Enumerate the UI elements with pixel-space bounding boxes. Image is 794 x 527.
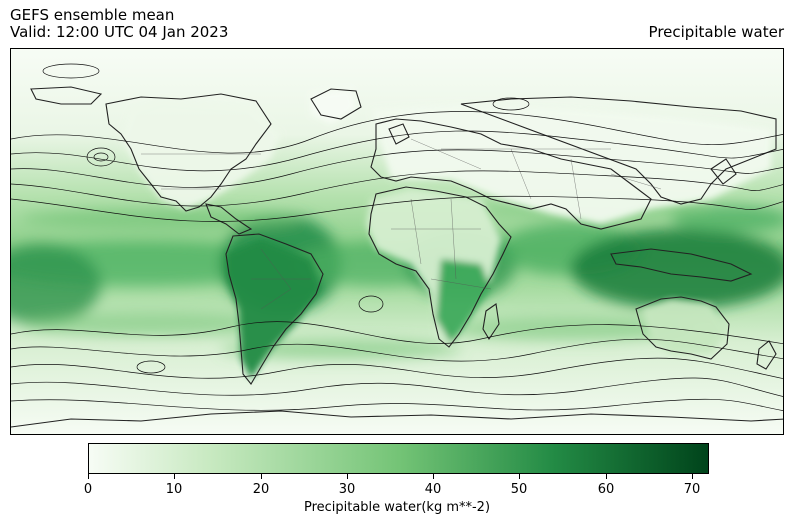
pressure-contours bbox=[11, 63, 783, 411]
map-panel bbox=[10, 48, 784, 435]
colorbar-tick-label: 20 bbox=[252, 482, 270, 497]
colorbar-tick-label: 10 bbox=[165, 482, 183, 497]
colorbar-tick bbox=[433, 474, 434, 479]
colorbar-tick-label: 50 bbox=[510, 482, 528, 497]
precipitable-water-map bbox=[11, 49, 783, 434]
colorbar-tick-label: 30 bbox=[338, 482, 356, 497]
colorbar-tick bbox=[692, 474, 693, 479]
colorbar-tick-label: 0 bbox=[83, 482, 93, 497]
coastlines bbox=[11, 86, 783, 428]
colorbar-tick-label: 60 bbox=[597, 482, 615, 497]
colorbar-tick bbox=[261, 474, 262, 479]
colorbar-tick bbox=[606, 474, 607, 479]
title-line-1: GEFS ensemble mean bbox=[10, 6, 175, 24]
colorbar-tick-label: 40 bbox=[424, 482, 442, 497]
colorbar-label: Precipitable water(kg m**-2) bbox=[303, 500, 491, 515]
colorbar-tick bbox=[174, 474, 175, 479]
colorbar-tick-label: 70 bbox=[683, 482, 701, 497]
colorbar bbox=[88, 443, 709, 474]
colorbar-tick bbox=[88, 474, 89, 479]
colorbar-tick bbox=[347, 474, 348, 479]
title-line-2: Valid: 12:00 UTC 04 Jan 2023 bbox=[10, 23, 229, 41]
map-title: GEFS ensemble mean Valid: 12:00 UTC 04 J… bbox=[10, 7, 228, 41]
country-borders bbox=[141, 138, 662, 310]
colorbar-tick bbox=[519, 474, 520, 479]
map-variable-title: Precipitable water bbox=[648, 23, 784, 41]
